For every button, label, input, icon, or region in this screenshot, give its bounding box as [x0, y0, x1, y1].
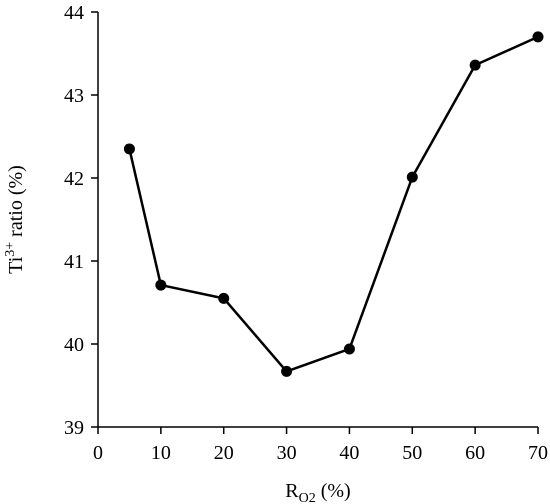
x-tick-label: 10: [151, 442, 171, 464]
y-axis-title-superscript: 3+: [3, 242, 18, 257]
y-tick-label: 43: [64, 85, 84, 107]
y-tick-label: 41: [64, 251, 84, 273]
x-axis-title-unit: (%): [316, 480, 351, 502]
ticks: 0 10 20 30 40 50 60 70 39 40 41 42 43 44: [64, 2, 548, 464]
y-axis-title-prefix: Ti: [5, 256, 27, 274]
y-tick-label: 42: [64, 168, 84, 190]
data-point: [532, 31, 544, 43]
data-point: [343, 343, 355, 355]
y-tick-label: 39: [64, 417, 84, 439]
x-tick-label: 0: [93, 442, 103, 464]
data-point: [218, 292, 230, 304]
x-axis-title-subscript: O2: [299, 491, 316, 504]
x-tick-label: 60: [465, 442, 485, 464]
x-tick-label: 40: [339, 442, 359, 464]
x-axis-title: RO2 (%): [285, 480, 350, 504]
y-tick-label: 40: [64, 334, 84, 356]
series-group: [123, 31, 544, 377]
y-tick-label: 44: [64, 2, 84, 24]
series-line: [128, 35, 539, 373]
data-point: [123, 143, 135, 155]
data-point: [469, 59, 481, 71]
data-point: [406, 171, 418, 183]
data-point: [155, 279, 167, 291]
x-tick-label: 50: [402, 442, 422, 464]
y-axis-title: Ti3+ ratio (%): [3, 165, 27, 274]
axes: [97, 12, 538, 428]
y-axis-title-suffix: ratio (%): [5, 165, 27, 242]
data-point: [281, 365, 293, 377]
x-tick-label: 30: [277, 442, 297, 464]
x-tick-label: 20: [214, 442, 234, 464]
x-axis-title-main: R: [285, 480, 299, 502]
x-tick-label: 70: [528, 442, 548, 464]
